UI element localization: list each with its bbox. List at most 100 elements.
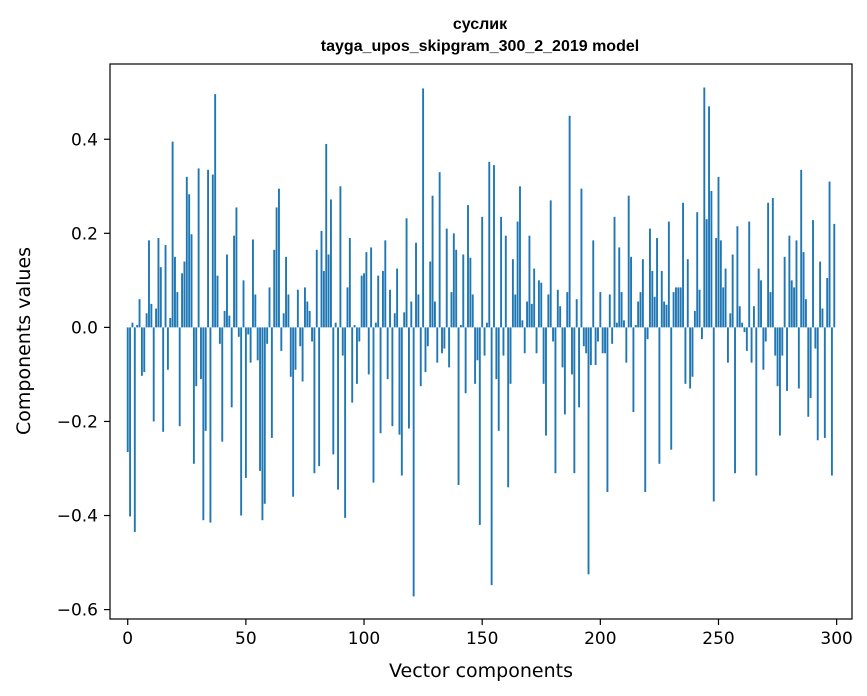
bar	[254, 294, 257, 328]
bar	[301, 327, 304, 382]
bar	[545, 327, 547, 436]
bar	[169, 317, 172, 328]
bar	[641, 259, 644, 328]
bar	[150, 303, 153, 328]
bar	[249, 327, 252, 363]
bar	[594, 327, 597, 366]
bar	[542, 327, 545, 384]
bar	[502, 327, 505, 356]
bar	[190, 234, 193, 328]
bar	[464, 327, 467, 394]
bar	[736, 226, 739, 328]
bar	[226, 254, 228, 328]
bar	[348, 238, 351, 328]
bar	[417, 294, 420, 328]
bar	[263, 327, 266, 504]
bar	[719, 240, 722, 328]
bar	[814, 327, 817, 349]
bar	[426, 327, 429, 347]
bar	[528, 235, 531, 328]
chart-subtitle: tayga_upos_skipgram_300_2_2019 model	[321, 38, 639, 55]
bar	[273, 249, 276, 328]
bar	[240, 327, 243, 516]
bar	[192, 327, 195, 464]
bar	[129, 327, 132, 517]
bar	[566, 292, 569, 328]
bar	[667, 221, 670, 328]
bar	[337, 327, 339, 490]
bar	[660, 270, 663, 328]
bar	[663, 301, 666, 328]
bar	[438, 172, 441, 328]
bar	[391, 327, 394, 427]
bar	[611, 327, 614, 344]
x-tick-label: 50	[235, 629, 257, 649]
bar	[287, 294, 290, 328]
bar	[431, 195, 434, 328]
bars-group	[126, 87, 836, 597]
bar	[521, 320, 524, 328]
bar	[339, 186, 342, 328]
bar	[306, 301, 309, 328]
bar	[320, 230, 323, 328]
bar	[478, 327, 481, 525]
bar	[247, 327, 250, 335]
bar	[698, 289, 701, 328]
bar	[738, 306, 741, 328]
bar	[346, 287, 349, 328]
bar	[462, 254, 465, 328]
bar	[214, 94, 217, 328]
bar	[559, 306, 562, 328]
bar	[143, 327, 146, 373]
bar	[710, 190, 713, 328]
bar	[294, 327, 297, 370]
bar	[625, 327, 628, 363]
bar	[429, 261, 432, 328]
bar	[597, 327, 599, 342]
bar	[665, 304, 668, 328]
bar	[311, 327, 313, 342]
bar	[639, 292, 642, 328]
x-tick-label: 250	[702, 629, 734, 649]
bar	[171, 141, 174, 328]
bar	[403, 312, 406, 328]
bar	[646, 327, 649, 340]
bar	[776, 327, 779, 387]
y-tick-label: −0.4	[57, 507, 98, 527]
bar	[235, 207, 238, 328]
bar	[126, 327, 129, 453]
bar	[218, 327, 221, 344]
bar	[178, 327, 181, 427]
bar	[204, 327, 207, 431]
bar	[533, 268, 536, 328]
bar	[195, 327, 198, 387]
bar	[441, 327, 443, 354]
bar	[601, 327, 604, 354]
bar	[634, 325, 637, 328]
ticks-group: 0 50 100 150 200 250 300 −0.6 −0.4 −0.2 0.0 0.2 0.4	[57, 130, 853, 649]
bar	[467, 205, 469, 328]
plot-frame	[109, 63, 853, 620]
bar	[396, 268, 399, 328]
bar	[812, 220, 814, 328]
bar	[571, 327, 573, 375]
bar	[623, 320, 625, 328]
bar	[493, 165, 495, 328]
bar	[807, 327, 810, 417]
bar	[821, 308, 824, 328]
y-tick-label: −0.6	[57, 601, 98, 621]
bar	[285, 256, 287, 328]
bar	[270, 327, 273, 438]
y-tick-label: 0.4	[71, 130, 98, 150]
bar	[443, 327, 446, 349]
bar	[637, 301, 640, 328]
bar	[507, 327, 510, 488]
bar	[552, 327, 555, 342]
bar	[367, 327, 370, 375]
bar	[379, 327, 382, 434]
bar	[786, 327, 788, 391]
bar	[497, 327, 500, 431]
y-axis-label: Components values	[13, 247, 35, 435]
bar	[608, 294, 611, 328]
bar	[148, 240, 150, 328]
